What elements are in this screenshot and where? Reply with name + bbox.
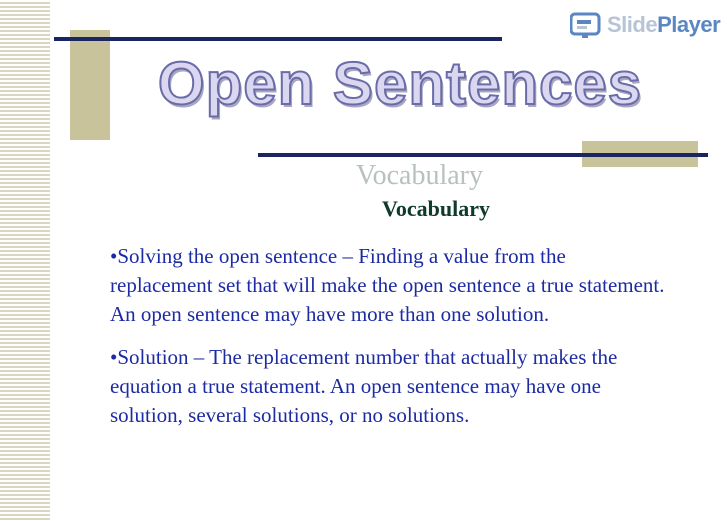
logo-slide-text: Slide [607, 12, 658, 37]
slideplayer-logo[interactable]: SlidePlayer [570, 8, 721, 42]
logo-wordmark: SlidePlayer [607, 12, 721, 38]
slide-title: Open Sentences [157, 49, 643, 118]
decor-bar-top [54, 37, 502, 41]
bullet-list: •Solving the open sentence – Finding a v… [110, 242, 670, 444]
vocabulary-ghost-heading: Vocabulary [356, 160, 483, 191]
decor-bar-mid [258, 153, 708, 157]
bullet-solving-open-sentence: •Solving the open sentence – Finding a v… [110, 244, 665, 326]
vocabulary-heading: Vocabulary [382, 196, 490, 221]
striped-margin [0, 0, 50, 521]
slideplayer-logo-icon [570, 11, 602, 39]
decor-block-left [70, 30, 110, 140]
bullet-solution: •Solution – The replacement number that … [110, 345, 618, 427]
logo-player-text: Player [657, 12, 721, 37]
